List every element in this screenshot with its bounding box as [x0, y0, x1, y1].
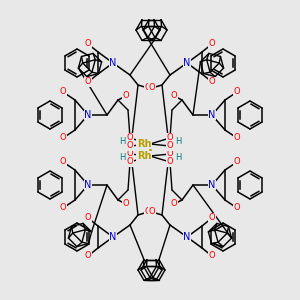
Text: O: O [60, 88, 66, 97]
Text: O: O [234, 134, 240, 142]
Text: O: O [145, 83, 151, 92]
Text: O: O [149, 208, 155, 217]
Text: O: O [149, 83, 155, 92]
Text: H: H [119, 154, 125, 163]
Text: O: O [234, 203, 240, 212]
Text: O: O [209, 40, 215, 49]
Text: O: O [85, 40, 91, 49]
Text: O: O [60, 203, 66, 212]
Text: O: O [123, 200, 129, 208]
Text: O: O [60, 134, 66, 142]
Text: N: N [84, 110, 92, 120]
Text: O: O [127, 142, 133, 151]
Text: O: O [145, 208, 151, 217]
Text: O: O [85, 214, 91, 223]
Text: O: O [234, 158, 240, 166]
Text: O: O [171, 92, 177, 100]
Text: O: O [60, 158, 66, 166]
Text: O: O [127, 149, 133, 158]
Text: O: O [85, 251, 91, 260]
Text: N: N [109, 58, 117, 68]
Text: H: H [119, 137, 125, 146]
Text: N: N [183, 232, 191, 242]
Text: O: O [167, 149, 173, 158]
Text: O: O [127, 134, 133, 142]
Text: O: O [85, 77, 91, 86]
Text: O: O [171, 200, 177, 208]
Text: O: O [127, 158, 133, 166]
Text: O: O [234, 88, 240, 97]
Text: N: N [84, 180, 92, 190]
Text: O: O [209, 77, 215, 86]
Text: O: O [209, 251, 215, 260]
Text: N: N [183, 58, 191, 68]
Text: N: N [208, 110, 216, 120]
Text: O: O [167, 158, 173, 166]
Text: N: N [109, 232, 117, 242]
Text: O: O [167, 142, 173, 151]
Text: Rh: Rh [137, 151, 151, 161]
Text: O: O [167, 134, 173, 142]
Text: O: O [209, 214, 215, 223]
Text: O: O [123, 92, 129, 100]
Text: N: N [208, 180, 216, 190]
Text: H: H [175, 154, 181, 163]
Text: Rh: Rh [137, 139, 151, 149]
Text: H: H [175, 137, 181, 146]
